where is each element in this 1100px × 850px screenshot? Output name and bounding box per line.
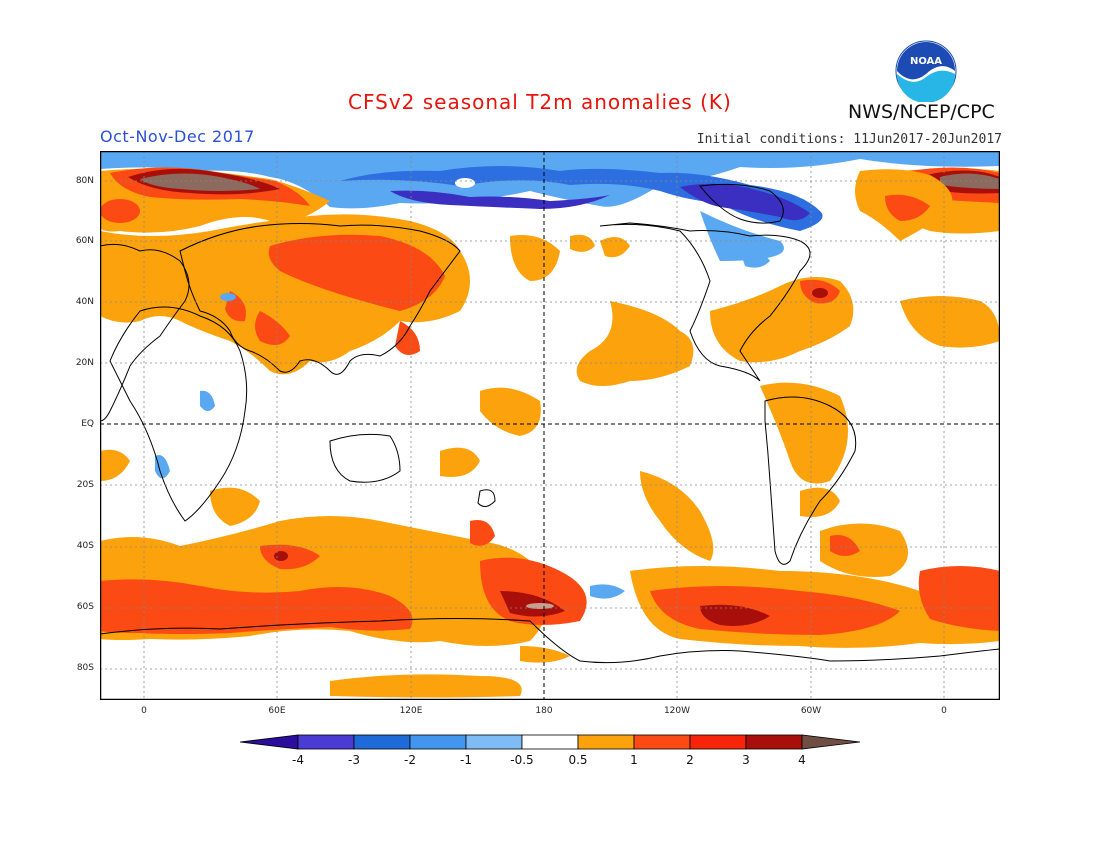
lon-label-60e: 60E [268, 706, 286, 716]
colorbar-tick-label: 4 [798, 753, 806, 767]
equator-and-dateline [100, 151, 1000, 700]
colorbar-tick-label: -1 [460, 753, 472, 767]
lon-label-120e: 120E [399, 706, 423, 716]
colorbar-swatch [577, 734, 635, 750]
anomaly-map [100, 151, 1000, 700]
nh-warm-anomalies [100, 167, 1000, 436]
lat-label-20s: 20S [76, 480, 94, 490]
colorbar-tick-label: 1 [630, 753, 638, 767]
colorbar [240, 734, 860, 750]
colorbar-swatch [521, 734, 579, 750]
colorbar-swatch [409, 734, 467, 750]
colorbar-swatch [465, 734, 523, 750]
lat-label-60s: 60S [76, 602, 94, 612]
noaa-logo-text: NOAA [910, 56, 942, 67]
chart-title: CFSv2 seasonal T2m anomalies (K) [348, 90, 732, 114]
lat-label-60n: 60N [75, 236, 94, 246]
sh-warm-anomalies [100, 516, 1000, 698]
colorbar-swatch [745, 734, 803, 750]
colorbar-tick-label: -3 [348, 753, 360, 767]
colorbar-tick-label: 2 [686, 753, 694, 767]
colorbar-swatch [689, 734, 747, 750]
lon-label-0-east: 0 [941, 706, 947, 716]
lon-label-0: 0 [141, 706, 147, 716]
lat-label-40n: 40N [75, 297, 94, 307]
noaa-logo: NOAA [895, 40, 957, 103]
season-label: Oct-Nov-Dec 2017 [100, 127, 255, 146]
arctic-cold-band [100, 151, 1000, 261]
colorbar-tick-label: -2 [404, 753, 416, 767]
colorbar-tick-label: 0.5 [568, 753, 588, 767]
lon-label-120w: 120W [663, 706, 691, 716]
colorbar-arrow-low [240, 734, 299, 750]
colorbar-arrow-high [801, 734, 860, 750]
lat-label-40s: 40S [76, 541, 94, 551]
colorbar-swatch [633, 734, 691, 750]
lat-label-20n: 20N [75, 358, 94, 368]
lat-label-eq: EQ [81, 419, 94, 429]
lon-label-60w: 60W [800, 706, 822, 716]
agency-label: NWS/NCEP/CPC [848, 101, 995, 123]
lat-lon-grid [100, 151, 1000, 700]
colorbar-tick-label: -0.5 [510, 753, 534, 767]
lon-label-180: 180 [535, 706, 553, 716]
colorbar-tick-label: 3 [742, 753, 750, 767]
colorbar-tick-label: -4 [292, 753, 304, 767]
colorbar-swatch [297, 734, 355, 750]
coastlines [100, 183, 1000, 664]
lat-label-80n: 80N [75, 176, 94, 186]
lat-label-80s: 80S [76, 663, 94, 673]
initial-conditions: Initial conditions: 11Jun2017-20Jun2017 [696, 132, 1002, 147]
colorbar-swatch [353, 734, 411, 750]
